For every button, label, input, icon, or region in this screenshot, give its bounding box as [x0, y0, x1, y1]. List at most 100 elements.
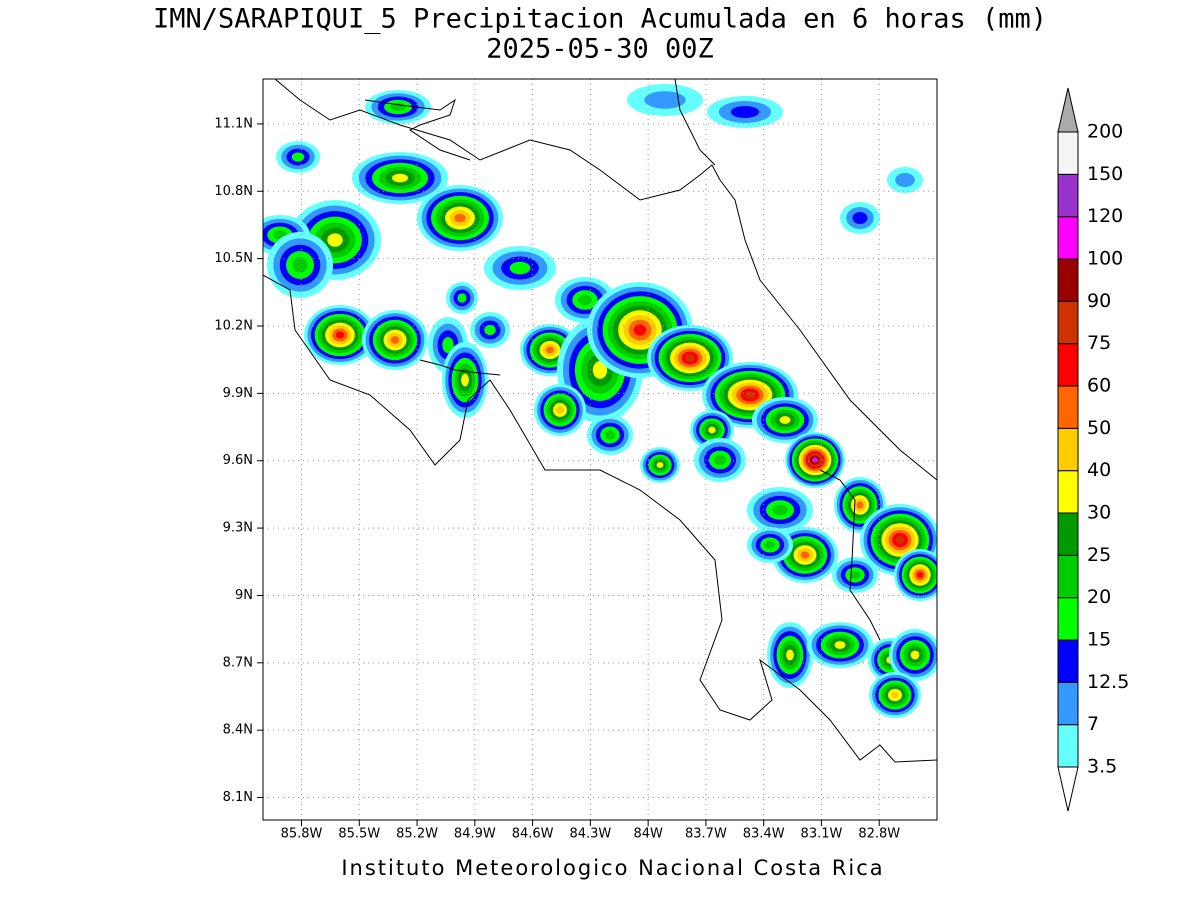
colorbar-box: [1057, 300, 1079, 345]
precip-contour: [800, 551, 810, 559]
precip-contour: [910, 650, 920, 660]
x-tick-label: 82.8W: [858, 827, 900, 842]
precip-contour: [895, 536, 905, 544]
precip-contour: [852, 212, 868, 224]
colorbar: 3.5 7 12.5 15 20 25 30 40 50 60 75 90 100 120 150 200: [1057, 87, 1129, 812]
gulf-islands: [419, 359, 501, 376]
precip-contour: [834, 641, 846, 649]
colorbar-box: [1057, 470, 1079, 514]
precip-contour: [390, 336, 400, 344]
precip-contour: [685, 354, 695, 362]
precip-contour: [656, 462, 664, 468]
y-tick-label: 10.8N: [214, 184, 253, 199]
precip-contour: [779, 416, 791, 424]
caribbean-coast: [274, 79, 937, 481]
x-tick-label: 83.7W: [685, 827, 727, 842]
y-tick-label: 11.1N: [214, 116, 253, 131]
precip-contour: [509, 261, 531, 275]
colorbar-label: 3.5: [1087, 756, 1117, 778]
colorbar-label: 40: [1087, 459, 1111, 481]
colorbar-box: [1057, 681, 1079, 726]
footer: Instituto Meteorologico Nacional Costa R…: [341, 856, 884, 880]
precip-contour: [484, 324, 496, 336]
colorbar-box: [1057, 639, 1079, 683]
colorbar-box: [1057, 385, 1079, 429]
colorbar-label: 20: [1087, 586, 1111, 608]
map-frame: [262, 78, 938, 821]
precip-contour: [730, 106, 760, 118]
y-tick-label: 8.1N: [223, 790, 253, 805]
colorbar-label: 50: [1087, 417, 1111, 439]
precip-contour: [895, 172, 915, 188]
colorbar-under: [1057, 766, 1079, 812]
colorbar-box: [1057, 343, 1079, 387]
precip-contour: [633, 324, 647, 336]
colorbar-box: [1057, 554, 1079, 599]
colorbar-label: 100: [1087, 248, 1123, 270]
precip-contour: [327, 233, 343, 247]
y-tick-label: 10.5N: [214, 251, 253, 266]
colorbar-box: [1057, 427, 1079, 472]
x-tick-label: 85.8W: [281, 827, 323, 842]
colorbar-label: 200: [1087, 121, 1123, 143]
x-tick-label: 85.5W: [338, 827, 380, 842]
colorbar-label: 75: [1087, 332, 1111, 354]
colorbar-box: [1057, 216, 1079, 260]
precip-contour: [578, 294, 592, 306]
precip-contour: [891, 691, 899, 699]
colorbar-over: [1057, 87, 1079, 133]
colorbar-box: [1057, 258, 1079, 302]
subtitle: 2025-05-30 00Z: [486, 34, 714, 65]
precip-contour: [644, 91, 686, 109]
precip-contour: [442, 337, 454, 353]
precip-contour: [454, 213, 466, 223]
y-tick-label: 8.7N: [223, 655, 253, 670]
colorbar-label: 12.5: [1087, 671, 1129, 693]
precip-contour: [335, 331, 345, 339]
colorbar-label: 60: [1087, 375, 1111, 397]
north-land: [674, 79, 716, 166]
colorbar-label: 7: [1087, 713, 1099, 735]
colorbar-label: 30: [1087, 502, 1111, 524]
precip-contour: [916, 571, 924, 579]
colorbar-label: 25: [1087, 544, 1111, 566]
y-tick-label: 9.3N: [223, 521, 253, 536]
panama-border: [819, 469, 881, 641]
y-tick-label: 9.9N: [223, 386, 253, 401]
x-tick-label: 84.6W: [512, 827, 554, 842]
colorbar-box: [1057, 173, 1079, 218]
x-tick-label: 84W: [633, 827, 663, 842]
y-tick-label: 10.2N: [214, 319, 253, 334]
precip-contour: [546, 346, 554, 354]
precip-contour: [812, 457, 818, 463]
precip-contour: [461, 373, 469, 387]
precip-contour: [849, 570, 861, 580]
precip-contour: [764, 540, 776, 550]
x-tick-label: 85.2W: [396, 827, 438, 842]
colorbar-label: 150: [1087, 163, 1123, 185]
y-tick-label: 8.4N: [223, 723, 253, 738]
precip-contour: [708, 426, 716, 434]
colorbar-box: [1057, 724, 1079, 768]
precip-contour: [744, 391, 756, 399]
x-tick-label: 83.4W: [743, 827, 785, 842]
precip-contour: [291, 152, 305, 162]
coastlines: [263, 79, 937, 763]
precip-field: [263, 84, 937, 718]
precip-contour: [292, 257, 308, 273]
colorbar-box: [1057, 512, 1079, 556]
y-tick-label: 9N: [235, 588, 253, 603]
colorbar-label: 15: [1087, 629, 1111, 651]
precip-contour: [786, 649, 794, 661]
title: IMN/SARAPIQUI_5 Precipitacion Acumulada …: [153, 4, 1047, 35]
x-tick-label: 83.1W: [801, 827, 843, 842]
precip-contour: [856, 501, 864, 509]
colorbar-label: 90: [1087, 290, 1111, 312]
precip-contour: [592, 361, 608, 379]
nicaragua-lake: [364, 98, 471, 161]
precip-contour: [604, 430, 616, 440]
x-tick-label: 84.3W: [569, 827, 611, 842]
precip-contour: [457, 293, 467, 303]
pacific-coast: [263, 274, 937, 763]
